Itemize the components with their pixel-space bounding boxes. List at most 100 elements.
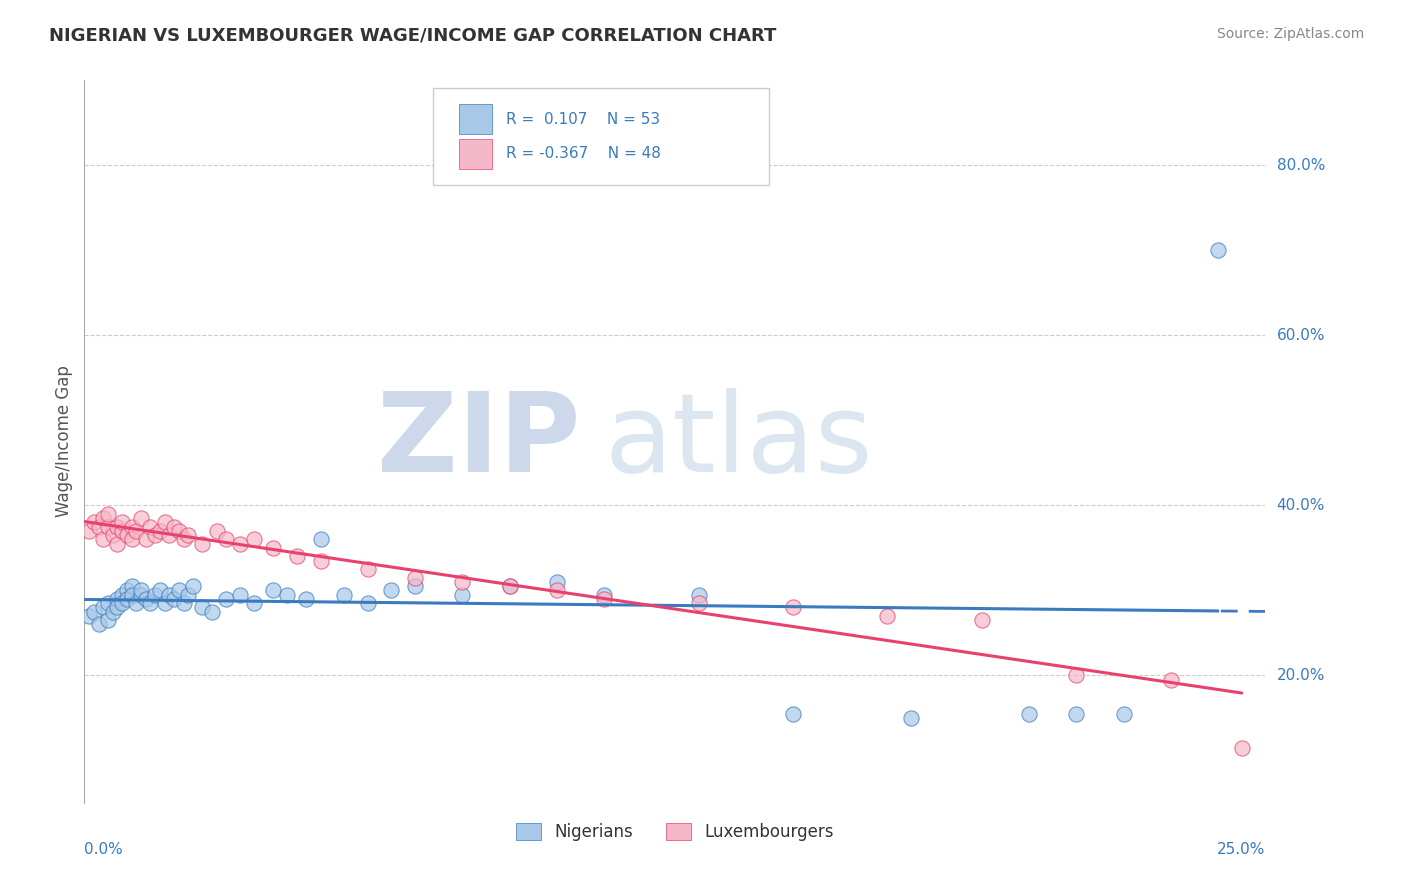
Point bbox=[77, 608, 100, 623]
Point bbox=[115, 583, 138, 598]
Point bbox=[107, 519, 129, 533]
Point bbox=[782, 600, 804, 615]
Point bbox=[111, 588, 134, 602]
Point bbox=[91, 600, 114, 615]
Point bbox=[1018, 706, 1040, 721]
Point bbox=[546, 574, 568, 589]
Point bbox=[129, 511, 152, 525]
FancyBboxPatch shape bbox=[433, 87, 769, 185]
Point bbox=[546, 583, 568, 598]
Point bbox=[357, 596, 380, 610]
Point bbox=[135, 533, 157, 547]
Point bbox=[970, 613, 993, 627]
Text: 40.0%: 40.0% bbox=[1277, 498, 1324, 513]
Point bbox=[91, 511, 114, 525]
Point bbox=[97, 596, 120, 610]
Text: R = -0.367    N = 48: R = -0.367 N = 48 bbox=[506, 146, 661, 161]
Point bbox=[295, 591, 318, 606]
Point bbox=[451, 588, 474, 602]
Point bbox=[125, 596, 148, 610]
Point bbox=[181, 579, 204, 593]
Point bbox=[101, 528, 124, 542]
Point bbox=[153, 516, 176, 530]
Point bbox=[309, 533, 332, 547]
Point bbox=[77, 524, 100, 538]
Point bbox=[129, 583, 152, 598]
Point bbox=[87, 519, 110, 533]
Point bbox=[215, 533, 238, 547]
Point bbox=[129, 588, 152, 602]
Point bbox=[173, 533, 195, 547]
Text: 0.0%: 0.0% bbox=[84, 842, 124, 856]
Y-axis label: Wage/Income Gap: Wage/Income Gap bbox=[55, 366, 73, 517]
Point bbox=[900, 711, 922, 725]
Point bbox=[380, 583, 402, 598]
Bar bbox=[458, 104, 492, 135]
Point bbox=[111, 516, 134, 530]
Point bbox=[143, 588, 166, 602]
Point bbox=[1066, 668, 1088, 682]
Legend: Nigerians, Luxembourgers: Nigerians, Luxembourgers bbox=[516, 823, 834, 841]
Point bbox=[201, 605, 224, 619]
Point bbox=[404, 570, 426, 584]
Point bbox=[498, 579, 520, 593]
Point bbox=[1112, 706, 1135, 721]
Point bbox=[101, 605, 124, 619]
Text: 60.0%: 60.0% bbox=[1277, 327, 1324, 343]
Point bbox=[243, 533, 266, 547]
Point bbox=[404, 579, 426, 593]
Point bbox=[215, 591, 238, 606]
Point bbox=[688, 596, 710, 610]
Point bbox=[135, 591, 157, 606]
Text: NIGERIAN VS LUXEMBOURGER WAGE/INCOME GAP CORRELATION CHART: NIGERIAN VS LUXEMBOURGER WAGE/INCOME GAP… bbox=[49, 27, 776, 45]
Point bbox=[97, 519, 120, 533]
Text: 80.0%: 80.0% bbox=[1277, 158, 1324, 173]
Point bbox=[285, 549, 308, 564]
Point bbox=[157, 588, 180, 602]
Point bbox=[91, 533, 114, 547]
Point bbox=[115, 528, 138, 542]
Point bbox=[139, 596, 162, 610]
Point bbox=[83, 516, 105, 530]
Point bbox=[163, 591, 186, 606]
Text: 20.0%: 20.0% bbox=[1277, 668, 1324, 682]
Point bbox=[205, 524, 228, 538]
Point bbox=[688, 588, 710, 602]
Point bbox=[121, 533, 143, 547]
Point bbox=[191, 536, 214, 550]
Point bbox=[121, 588, 143, 602]
Point bbox=[167, 524, 190, 538]
Point bbox=[157, 528, 180, 542]
Point bbox=[107, 600, 129, 615]
Point bbox=[111, 596, 134, 610]
Point bbox=[333, 588, 356, 602]
Text: 25.0%: 25.0% bbox=[1218, 842, 1265, 856]
Point bbox=[1066, 706, 1088, 721]
Point bbox=[1230, 740, 1253, 755]
Point bbox=[276, 588, 298, 602]
Point bbox=[357, 562, 380, 576]
Bar bbox=[458, 139, 492, 169]
Point bbox=[149, 583, 172, 598]
Point bbox=[1206, 244, 1229, 258]
Point bbox=[167, 583, 190, 598]
Text: R =  0.107    N = 53: R = 0.107 N = 53 bbox=[506, 112, 659, 127]
Point bbox=[97, 507, 120, 521]
Text: atlas: atlas bbox=[605, 388, 873, 495]
Point bbox=[243, 596, 266, 610]
Text: ZIP: ZIP bbox=[377, 388, 581, 495]
Point bbox=[309, 553, 332, 567]
Point bbox=[149, 524, 172, 538]
Point bbox=[229, 588, 252, 602]
Point bbox=[87, 617, 110, 632]
Point bbox=[498, 579, 520, 593]
Point bbox=[121, 579, 143, 593]
Point bbox=[107, 591, 129, 606]
Point bbox=[143, 528, 166, 542]
Point bbox=[782, 706, 804, 721]
Point bbox=[593, 588, 616, 602]
Text: Source: ZipAtlas.com: Source: ZipAtlas.com bbox=[1216, 27, 1364, 41]
Point bbox=[139, 519, 162, 533]
Point bbox=[177, 528, 200, 542]
Point bbox=[262, 583, 284, 598]
